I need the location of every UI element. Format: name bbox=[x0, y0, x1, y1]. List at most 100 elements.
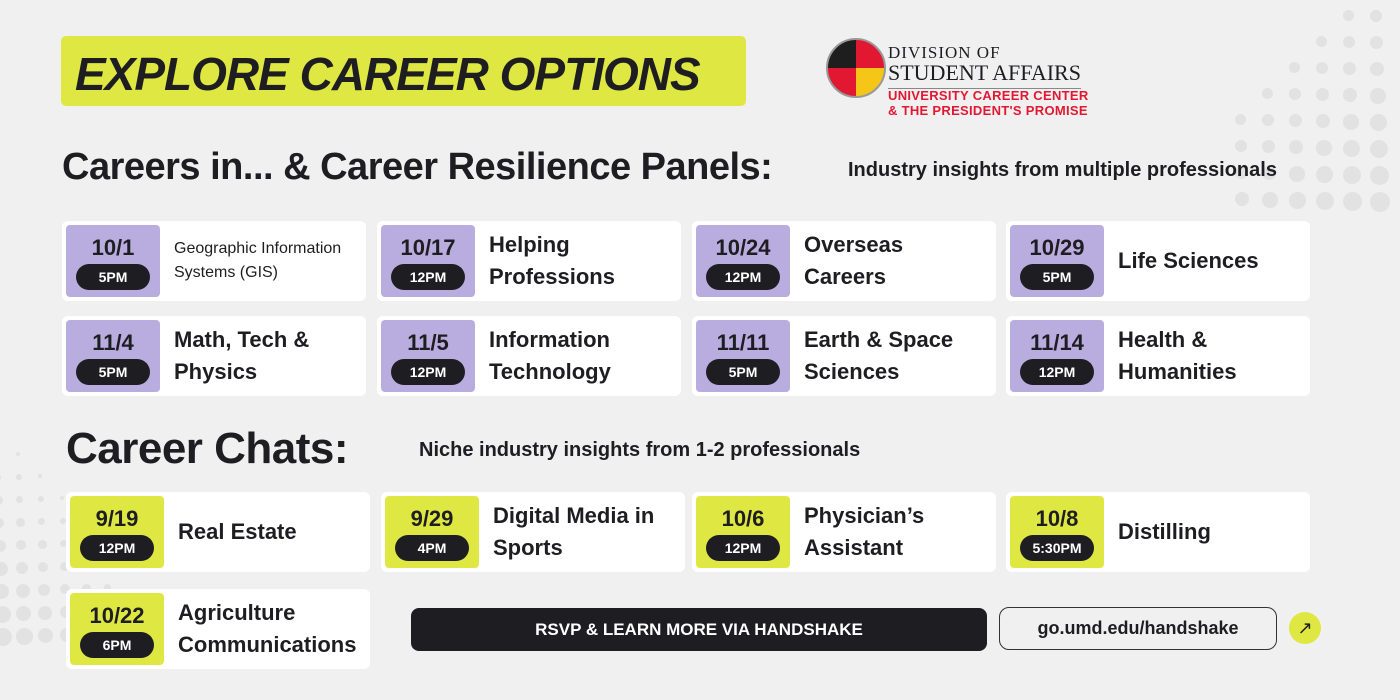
event-date: 9/29 bbox=[410, 506, 454, 531]
event-date: 10/22 bbox=[89, 603, 145, 628]
panels-event-card: 11/5 12PM Information Technology bbox=[377, 316, 681, 396]
panels-heading: Careers in... & Career Resilience Panels… bbox=[62, 146, 773, 188]
dot bbox=[38, 540, 47, 549]
event-date-box: 11/4 5PM bbox=[66, 320, 160, 392]
event-date: 10/6 bbox=[721, 506, 765, 531]
logo-line2: STUDENT AFFAIRS bbox=[888, 60, 1081, 89]
event-date: 11/5 bbox=[407, 330, 449, 355]
chats-event-card: 10/6 12PM Physician’s Assistant bbox=[692, 492, 996, 572]
dot bbox=[1370, 62, 1385, 77]
event-date-box: 11/5 12PM bbox=[381, 320, 475, 392]
dot bbox=[1370, 140, 1388, 158]
event-time: 12PM bbox=[391, 359, 465, 385]
panels-event-card: 10/1 5PM Geographic Information Systems (G… bbox=[62, 221, 366, 301]
panels-event-card: 11/14 12PM Health & Humanities bbox=[1006, 316, 1310, 396]
event-date: 10/8 bbox=[1035, 506, 1079, 531]
event-date-box: 10/17 12PM bbox=[381, 225, 475, 297]
dot bbox=[1262, 114, 1274, 126]
event-date-box: 10/8 5:30PM bbox=[1010, 496, 1104, 568]
dot bbox=[1262, 140, 1276, 154]
event-title: Real Estate bbox=[178, 519, 297, 544]
event-date-box: 10/24 12PM bbox=[696, 225, 790, 297]
dot bbox=[0, 540, 6, 552]
dot bbox=[1343, 88, 1358, 103]
event-title: Geographic Information Systems (GIS) bbox=[174, 240, 342, 281]
dot bbox=[1370, 192, 1391, 213]
panels-event-card: 10/29 5PM Life Sciences bbox=[1006, 221, 1310, 301]
event-date: 11/4 bbox=[92, 330, 134, 355]
event-time: 12PM bbox=[706, 264, 780, 290]
event-time: 5:30PM bbox=[1020, 535, 1094, 561]
dot bbox=[0, 562, 8, 576]
event-date-box: 11/14 12PM bbox=[1010, 320, 1104, 392]
dot bbox=[16, 628, 33, 645]
logo-line1: DIVISION OF bbox=[888, 43, 1001, 62]
dot bbox=[1316, 140, 1332, 156]
event-date: 11/11 bbox=[716, 330, 770, 355]
event-title: Helping Professions bbox=[489, 232, 615, 289]
event-time: 12PM bbox=[391, 264, 465, 290]
dot bbox=[1316, 36, 1327, 47]
dot bbox=[1370, 114, 1387, 131]
dot bbox=[1316, 114, 1331, 129]
dot bbox=[38, 628, 54, 644]
dot bbox=[1343, 114, 1359, 130]
dot bbox=[1343, 62, 1357, 76]
event-time: 12PM bbox=[80, 535, 154, 561]
dot bbox=[1262, 192, 1278, 208]
dot bbox=[16, 452, 20, 456]
event-date: 10/24 bbox=[715, 235, 771, 260]
dot bbox=[16, 474, 22, 480]
dot bbox=[1289, 62, 1300, 73]
event-time: 5PM bbox=[1020, 264, 1094, 290]
event-title: Information Technology bbox=[489, 327, 611, 384]
dot bbox=[60, 584, 71, 595]
dot bbox=[0, 606, 11, 623]
dot bbox=[1289, 140, 1304, 155]
dot bbox=[38, 496, 44, 502]
dot bbox=[16, 606, 32, 622]
dot bbox=[1289, 166, 1305, 182]
dot bbox=[104, 584, 112, 592]
dot bbox=[1343, 166, 1361, 184]
handshake-link[interactable]: go.umd.edu/handshake bbox=[999, 607, 1277, 650]
chats-heading: Career Chats: bbox=[66, 424, 349, 473]
dot bbox=[1343, 192, 1363, 212]
dot bbox=[38, 474, 42, 478]
event-time: 12PM bbox=[706, 535, 780, 561]
event-date-box: 9/29 4PM bbox=[385, 496, 479, 568]
event-date-box: 10/29 5PM bbox=[1010, 225, 1104, 297]
event-date: 10/17 bbox=[400, 235, 456, 260]
dot bbox=[0, 584, 10, 600]
dot bbox=[60, 562, 69, 571]
chats-event-card: 10/8 5:30PM Distilling bbox=[1006, 492, 1310, 572]
external-link-arrow-icon[interactable]: ↗ bbox=[1289, 612, 1321, 644]
dot bbox=[38, 562, 49, 573]
chats-event-card: 10/22 6PM Agriculture Communications bbox=[66, 589, 370, 669]
logo-line4: & THE PRESIDENT'S PROMISE bbox=[888, 103, 1088, 118]
event-date: 11/14 bbox=[1030, 330, 1084, 355]
dot bbox=[1343, 10, 1354, 21]
dot bbox=[1235, 114, 1246, 125]
event-date: 10/29 bbox=[1029, 235, 1085, 260]
event-title: Digital Media in Sports bbox=[493, 503, 655, 560]
dot bbox=[1316, 88, 1330, 102]
panels-event-card: 11/11 5PM Earth & Space Sciences bbox=[692, 316, 996, 396]
panels-subtitle: Industry insights from multiple professi… bbox=[848, 159, 1277, 181]
dot bbox=[38, 584, 50, 596]
event-title: Agriculture Communications bbox=[178, 600, 357, 657]
dot bbox=[1370, 10, 1382, 22]
dot bbox=[16, 584, 30, 598]
dot bbox=[16, 562, 28, 574]
panels-event-card: 10/17 12PM Helping Professions bbox=[377, 221, 681, 301]
rsvp-button[interactable]: RSVP & LEARN MORE VIA HANDSHAKE bbox=[411, 608, 987, 651]
panels-event-card: 11/4 5PM Math, Tech & Physics bbox=[62, 316, 366, 396]
dot bbox=[0, 518, 5, 529]
event-date: 9/19 bbox=[95, 506, 139, 531]
title-banner: EXPLORE CAREER OPTIONS bbox=[61, 36, 746, 106]
dot bbox=[1343, 140, 1360, 157]
event-title: Distilling bbox=[1118, 519, 1211, 544]
dot bbox=[1289, 88, 1301, 100]
dot bbox=[38, 606, 52, 620]
dot bbox=[1289, 192, 1306, 209]
